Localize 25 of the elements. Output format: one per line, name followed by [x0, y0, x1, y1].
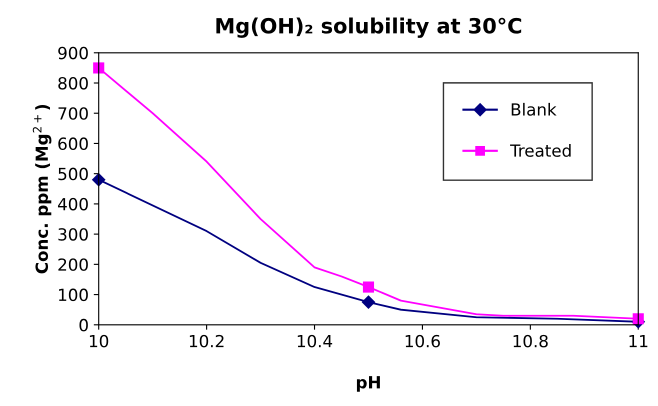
x-tick-label: 10.8: [514, 334, 548, 348]
y-tick-label: 700: [58, 107, 88, 120]
y-tick-label: 300: [58, 228, 88, 241]
x-tick-label: 10: [90, 334, 108, 348]
x-tick-label: 10.4: [298, 334, 332, 348]
y-tick-label: 500: [58, 168, 88, 180]
point: [362, 281, 374, 293]
y-tick-label: 200: [58, 258, 88, 271]
point: [632, 313, 644, 324]
y-axis-title: Conc. ppm (Mg$^{2+}$): [32, 104, 52, 274]
y-tick-label: 100: [58, 288, 88, 302]
y-tick-label: 600: [58, 137, 88, 150]
x-tick-label: 11: [629, 335, 648, 348]
x-tick-label: 10.6: [406, 334, 440, 348]
y-tick-label: 0: [79, 318, 88, 332]
y-tick-label: 400: [58, 198, 88, 210]
x-tick-label: 10.2: [190, 334, 224, 348]
chart-title: Mg(OH)₂ solubility at 30°C: [216, 18, 522, 38]
point: [362, 296, 376, 309]
y-tick-label: 900: [58, 46, 88, 60]
x-axis-title: pH: [356, 376, 380, 392]
legend-label: Treated: [510, 144, 571, 157]
point: [93, 62, 104, 74]
y-tick-label: 800: [58, 76, 88, 90]
legend-label: Blank: [512, 102, 557, 116]
